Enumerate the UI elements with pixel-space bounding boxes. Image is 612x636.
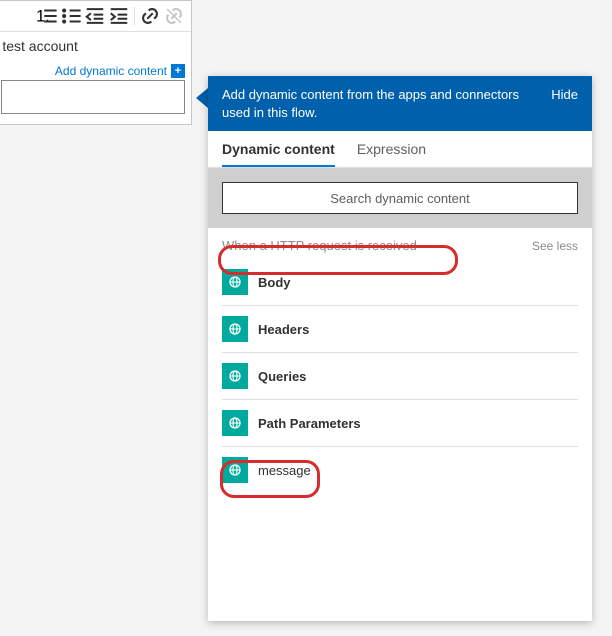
editor-body[interactable]: me test account [0,32,191,60]
add-dynamic-row: Add dynamic content + [0,60,191,80]
numbered-list-icon[interactable]: 1. [36,5,58,27]
outdent-icon[interactable] [84,5,106,27]
plus-icon: + [171,64,185,78]
item-headers[interactable]: Headers [222,306,578,353]
item-label: Path Parameters [258,416,361,431]
editor-card: 1. me test account Add dynamic content + [0,0,192,125]
flyout-pointer-icon [196,88,208,108]
link-icon[interactable] [139,5,161,27]
item-label: Queries [258,369,306,384]
search-band: Search dynamic content [208,168,592,228]
group-title: When a HTTP request is received [222,238,417,253]
item-queries[interactable]: Queries [222,353,578,400]
item-path-parameters[interactable]: Path Parameters [222,400,578,447]
search-placeholder: Search dynamic content [330,191,469,206]
item-label: Headers [258,322,309,337]
add-dynamic-content-link[interactable]: Add dynamic content + [55,64,185,78]
http-trigger-icon [222,363,248,389]
see-less-link[interactable]: See less [532,239,578,253]
item-message[interactable]: message [222,447,578,493]
editor-toolbar: 1. [0,1,191,32]
http-trigger-icon [222,269,248,295]
http-trigger-icon [222,316,248,342]
indent-icon[interactable] [108,5,130,27]
flyout-header: Add dynamic content from the apps and co… [208,76,592,131]
editor-second-field[interactable] [1,80,185,114]
tab-dynamic-content[interactable]: Dynamic content [222,131,335,167]
flyout-header-text: Add dynamic content from the apps and co… [222,86,551,121]
group-header: When a HTTP request is received See less [208,228,592,259]
hide-button[interactable]: Hide [551,86,578,104]
unlink-icon [163,5,185,27]
item-body[interactable]: Body [222,259,578,306]
bullet-list-icon[interactable] [60,5,82,27]
search-input[interactable]: Search dynamic content [222,182,578,214]
dynamic-content-items: Body Headers Queries Path Parameters mes… [208,259,592,621]
dynamic-content-flyout: Add dynamic content from the apps and co… [208,76,592,621]
add-dynamic-content-label: Add dynamic content [55,64,167,78]
tab-expression[interactable]: Expression [357,131,426,167]
http-trigger-icon [222,410,248,436]
item-label: message [258,463,311,478]
http-trigger-icon [222,457,248,483]
toolbar-separator [134,7,135,25]
flyout-tabs: Dynamic content Expression [208,131,592,168]
item-label: Body [258,275,291,290]
